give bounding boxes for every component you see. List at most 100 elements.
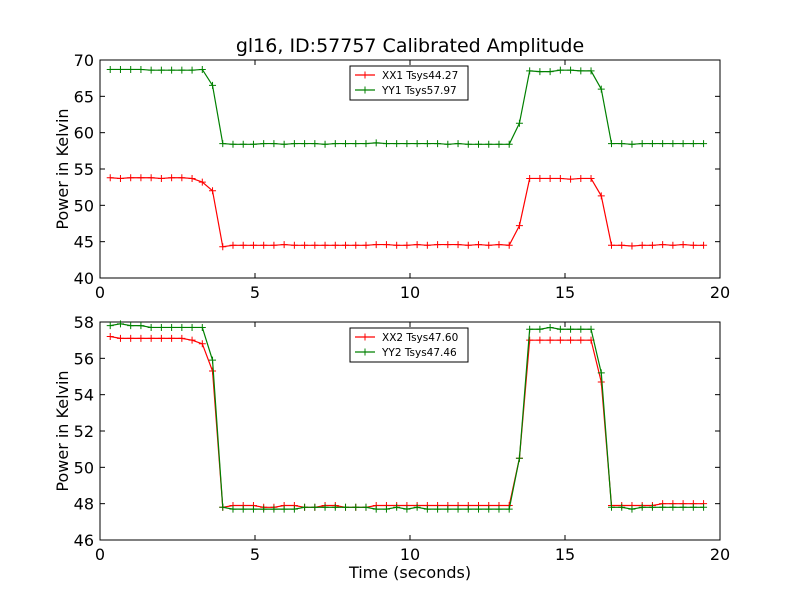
data-point [577, 325, 585, 333]
data-point [168, 66, 176, 74]
data-point [321, 503, 329, 511]
data-point [188, 336, 196, 344]
data-point [597, 85, 605, 93]
y-tick-label: 46 [74, 531, 94, 550]
data-point [669, 503, 677, 511]
data-point [362, 241, 370, 249]
data-point [209, 81, 217, 89]
data-point [464, 241, 472, 249]
data-point [689, 140, 697, 148]
data-point [239, 241, 247, 249]
legend-label: XX1 Tsys44.27 [382, 70, 458, 82]
data-point [618, 140, 626, 148]
x-tick-label: 15 [555, 545, 575, 564]
data-point [638, 241, 646, 249]
data-point [485, 140, 493, 148]
data-point [106, 322, 114, 330]
legend-label: XX2 Tsys47.60 [382, 332, 458, 344]
data-point [382, 241, 390, 249]
legend-marker [361, 348, 369, 356]
data-point [290, 241, 298, 249]
data-point [526, 325, 534, 333]
data-point [188, 66, 196, 74]
data-point [147, 334, 155, 342]
y-tick-label: 50 [74, 458, 94, 477]
data-point [157, 323, 165, 331]
data-point [147, 174, 155, 182]
data-point [413, 140, 421, 148]
legend-label: YY2 Tsys47.46 [381, 347, 457, 359]
data-point [423, 140, 431, 148]
data-point [168, 174, 176, 182]
y-tick-label: 52 [74, 422, 94, 441]
data-point [495, 505, 503, 513]
data-point [219, 140, 227, 148]
y-axis-label: Power in Kelvin [53, 108, 72, 229]
data-point [229, 140, 237, 148]
data-point [403, 140, 411, 148]
y-tick-label: 50 [74, 196, 94, 215]
x-tick-label: 5 [250, 545, 260, 564]
data-point [342, 241, 350, 249]
data-point [219, 243, 227, 251]
legend-marker [361, 333, 369, 341]
data-point [413, 503, 421, 511]
y-tick-label: 40 [74, 269, 94, 288]
data-point [618, 241, 626, 249]
data-point [198, 340, 206, 348]
data-point [311, 241, 319, 249]
data-point [321, 140, 329, 148]
legend: XX2 Tsys47.60 YY2 Tsys47.46 [349, 327, 469, 363]
data-point [505, 140, 513, 148]
data-point [413, 241, 421, 249]
data-point [321, 241, 329, 249]
data-point [249, 140, 257, 148]
data-point [485, 505, 493, 513]
data-point [352, 241, 360, 249]
data-point [178, 334, 186, 342]
data-point [495, 241, 503, 249]
data-point [270, 241, 278, 249]
data-point [597, 192, 605, 200]
data-point [393, 503, 401, 511]
legend-box [349, 65, 469, 101]
data-point [567, 336, 575, 344]
data-point [209, 187, 217, 195]
data-point [659, 503, 667, 511]
y-tick-label: 58 [74, 313, 94, 332]
data-point [444, 505, 452, 513]
y-tick-label: 45 [74, 233, 94, 252]
data-point [515, 222, 523, 230]
data-point [301, 503, 309, 511]
data-point [434, 140, 442, 148]
data-point [106, 65, 114, 73]
data-point [434, 241, 442, 249]
data-point [485, 241, 493, 249]
data-point [536, 174, 544, 182]
data-point [249, 505, 257, 513]
data-point [556, 336, 564, 344]
series-yy2 [106, 320, 708, 513]
data-point [628, 505, 636, 513]
data-point [188, 174, 196, 182]
data-point [475, 241, 483, 249]
legend-label: YY1 Tsys57.97 [381, 85, 457, 97]
y-tick-label: 55 [74, 160, 94, 179]
data-point [229, 505, 237, 513]
data-point [270, 140, 278, 148]
data-point [526, 336, 534, 344]
data-point [669, 140, 677, 148]
y-tick-label: 48 [74, 495, 94, 514]
legend-marker [361, 86, 369, 94]
data-point [342, 140, 350, 148]
x-tick-label: 5 [250, 283, 260, 302]
data-point [464, 140, 472, 148]
data-point [444, 241, 452, 249]
data-point [301, 241, 309, 249]
data-point [689, 503, 697, 511]
data-point [526, 174, 534, 182]
y-tick-label: 70 [74, 51, 94, 70]
data-point [116, 320, 124, 328]
data-point [331, 503, 339, 511]
